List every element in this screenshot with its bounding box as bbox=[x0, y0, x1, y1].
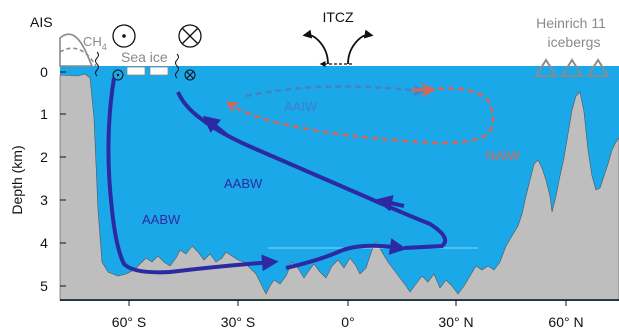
iceberg-triangle bbox=[560, 58, 584, 77]
out-of-page-symbol bbox=[112, 69, 124, 81]
aaiw-label: AAIW bbox=[284, 99, 318, 114]
seafloor-profile bbox=[59, 73, 619, 301]
into-page-symbol bbox=[178, 24, 202, 48]
ice-sheet-dome bbox=[59, 33, 94, 67]
x-axis: 60° S 30° S 0° 30° N 60° N bbox=[112, 300, 584, 330]
y-tick-label: 0 bbox=[40, 64, 48, 80]
sea-ice-label: Sea ice bbox=[121, 49, 168, 65]
aabw-bottom-arrow bbox=[285, 238, 407, 270]
sea-ice-block bbox=[149, 66, 169, 76]
naiw-label: NAIW bbox=[486, 148, 521, 163]
y-tick-label: 1 bbox=[40, 106, 48, 122]
aabw-label-lower: AABW bbox=[142, 212, 181, 227]
aabw-return-arrowhead bbox=[202, 115, 230, 138]
x-tick-label: 30° S bbox=[221, 314, 255, 330]
iceberg-triangle bbox=[534, 58, 558, 77]
itcz-circulation-arrows bbox=[302, 29, 374, 67]
heinrich-label: icebergs bbox=[548, 34, 601, 50]
sea-ice-block bbox=[126, 66, 146, 76]
y-tick-label: 3 bbox=[40, 192, 48, 208]
x-tick-label: 60° S bbox=[112, 314, 146, 330]
aaiw-arrow bbox=[245, 83, 425, 98]
y-tick-label: 2 bbox=[40, 149, 48, 165]
ice-sheet-outline-dashed bbox=[59, 47, 97, 67]
aabw-label-upper: AABW bbox=[224, 176, 263, 191]
x-tick-label: 30° N bbox=[438, 314, 473, 330]
naiw-arrow-return bbox=[225, 87, 495, 145]
ch4-label: CH4 bbox=[83, 34, 107, 52]
aabw-return-arrowhead bbox=[375, 195, 405, 212]
methane-squiggle bbox=[95, 51, 99, 77]
y-tick-label: 5 bbox=[40, 278, 48, 294]
x-tick-label: 0° bbox=[341, 314, 354, 330]
aabw-return-arrow bbox=[176, 91, 447, 250]
brine-squiggle bbox=[175, 53, 179, 79]
aabw-deep-arrow bbox=[106, 77, 279, 275]
x-tick-label: 60° N bbox=[548, 314, 583, 330]
iceberg-triangle bbox=[586, 58, 610, 77]
y-axis-title: Depth (km) bbox=[9, 145, 25, 214]
into-page-symbol bbox=[184, 69, 196, 81]
out-of-page-symbol bbox=[112, 24, 136, 48]
y-tick-label: 4 bbox=[40, 235, 48, 251]
ais-label: AIS bbox=[30, 14, 53, 30]
itcz-label: ITCZ bbox=[322, 9, 354, 25]
y-axis: 0 1 2 3 4 5 Depth (km) bbox=[9, 64, 66, 294]
heinrich-label: Heinrich 11 bbox=[536, 15, 606, 31]
